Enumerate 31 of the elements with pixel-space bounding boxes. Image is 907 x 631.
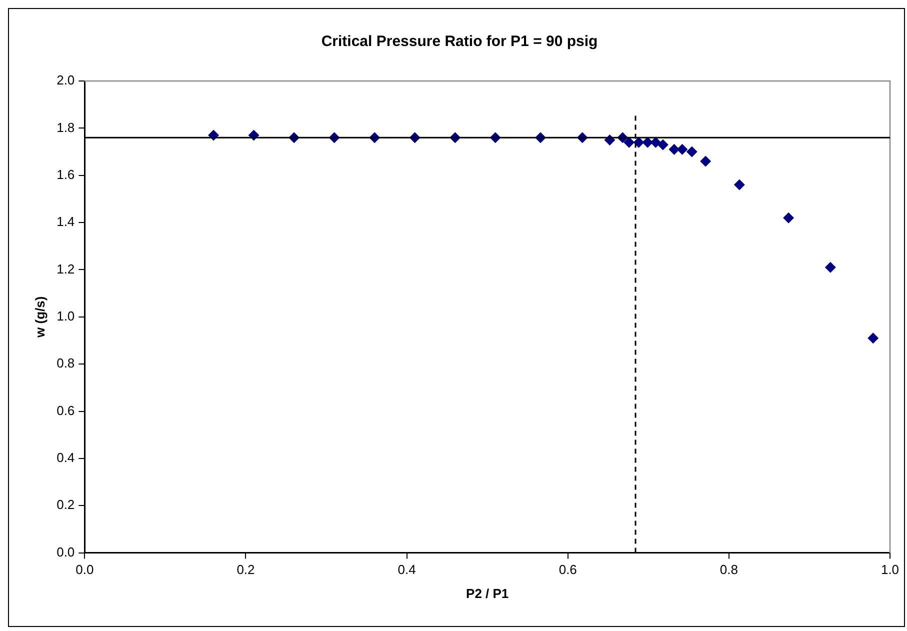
x-tick-label: 1.0 xyxy=(880,562,900,578)
chart-title: Critical Pressure Ratio for P1 = 90 psig xyxy=(321,33,598,50)
y-tick-label: 1.6 xyxy=(56,166,75,182)
y-tick-label: 0.0 xyxy=(56,544,75,560)
point xyxy=(657,139,668,150)
y-tick-label: 2.0 xyxy=(56,72,75,88)
point xyxy=(783,212,794,224)
y-tick-label: 0.6 xyxy=(56,402,75,418)
x-tick-label: 0.6 xyxy=(558,562,577,578)
y-tick-label: 1.0 xyxy=(56,308,75,324)
point xyxy=(868,332,879,344)
point xyxy=(824,262,836,273)
y-tick-label: 0.2 xyxy=(56,497,75,512)
x-tick-label: 0.0 xyxy=(76,562,94,578)
x-tick-label: 0.4 xyxy=(398,562,416,578)
point xyxy=(676,144,688,155)
y-axis-title: w (g/s) xyxy=(32,296,48,338)
y-tick-label: 0.8 xyxy=(56,356,75,371)
y-tick-label: 1.8 xyxy=(56,120,75,135)
x-axis-title: P2 / P1 xyxy=(466,586,509,601)
point xyxy=(668,144,680,155)
y-tick-label: 1.4 xyxy=(56,214,75,230)
y-tick-label: 0.4 xyxy=(56,450,75,466)
x-tick-label: 0.2 xyxy=(236,562,255,578)
point xyxy=(650,136,662,148)
x-tick-label: 0.8 xyxy=(720,562,738,578)
point xyxy=(700,156,712,167)
point xyxy=(686,146,698,158)
point xyxy=(624,136,635,148)
point xyxy=(734,179,745,190)
y-tick-label: 1.2 xyxy=(56,261,75,276)
